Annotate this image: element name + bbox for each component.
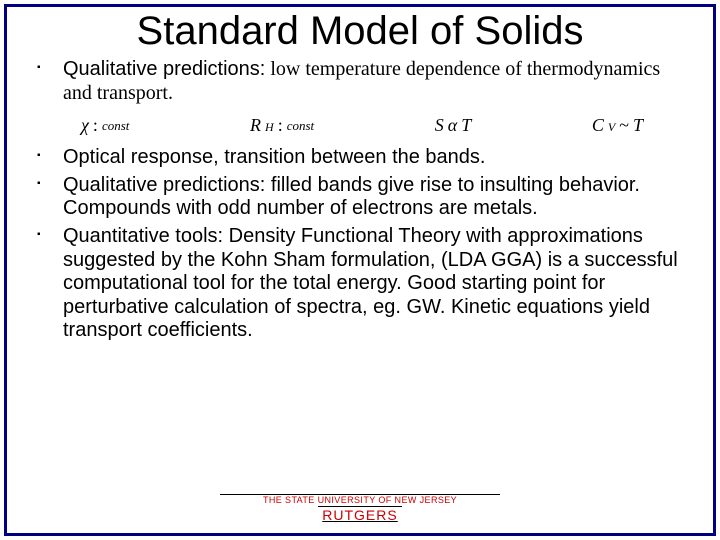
bullet-item: Optical response, transition between the… <box>63 146 683 170</box>
bullet-item: Quantitative tools: Density Functional T… <box>63 225 683 343</box>
chi-sep: : <box>93 115 98 136</box>
s-symbol: S <box>435 115 444 136</box>
cv-rhs: T <box>633 115 643 136</box>
eq-cv: CV ~ T <box>592 115 643 136</box>
rh-sub: H <box>265 120 274 135</box>
cv-sub: V <box>608 120 615 135</box>
bullet-prefix: Qualitative predictions: <box>63 58 265 80</box>
equation-row: χ : const RH : const S α T CV ~ T <box>63 109 683 146</box>
slide-content: Qualitative predictions: low temperature… <box>7 58 713 343</box>
chi-symbol: χ <box>81 115 89 136</box>
footer-univ: THE STATE UNIVERSITY OF NEW JERSEY <box>7 495 713 505</box>
rh-symbol: R <box>250 115 261 136</box>
chi-text: const <box>102 118 129 134</box>
bullet-item: Qualitative predictions: filled bands gi… <box>63 174 683 221</box>
eq-s: S α T <box>435 115 471 136</box>
s-rel: α <box>448 115 457 136</box>
cv-symbol: C <box>592 115 604 136</box>
bullet-item: Qualitative predictions: low temperature… <box>63 58 683 105</box>
bullet-group-1: Qualitative predictions: low temperature… <box>63 58 683 105</box>
bullet-group-2: Optical response, transition between the… <box>63 146 683 343</box>
eq-chi: χ : const <box>81 115 129 136</box>
s-rhs: T <box>461 115 471 136</box>
slide-frame: Standard Model of Solids Qualitative pre… <box>4 4 716 536</box>
cv-rel: ~ <box>619 115 629 136</box>
rh-text: const <box>287 118 314 134</box>
rh-sep: : <box>278 115 283 136</box>
slide-title: Standard Model of Solids <box>7 7 713 58</box>
eq-rh: RH : const <box>250 115 314 136</box>
footer-rutgers: RUTGERS <box>318 506 401 523</box>
footer: THE STATE UNIVERSITY OF NEW JERSEY RUTGE… <box>7 494 713 525</box>
